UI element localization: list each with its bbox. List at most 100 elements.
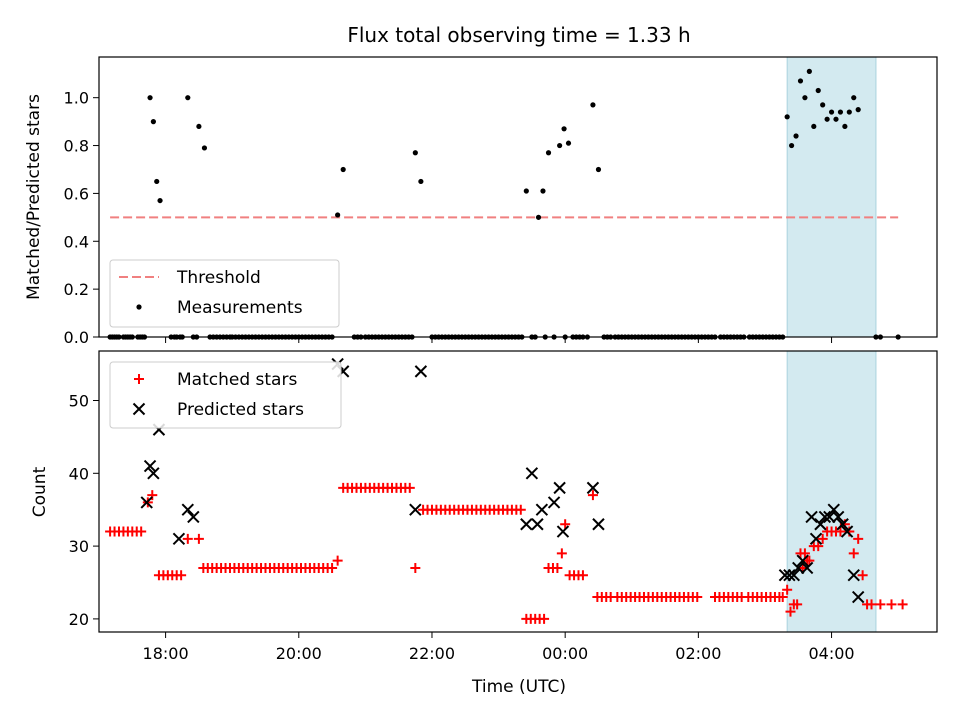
predicted-star-point	[814, 518, 827, 531]
matched-star-point	[692, 592, 703, 603]
matched-star-point	[853, 533, 864, 544]
legend-swatch	[134, 374, 144, 384]
measurement-point	[154, 178, 160, 185]
legend-label: Measurements	[177, 298, 303, 318]
matched-star-point	[552, 562, 563, 573]
matched-star-point	[515, 504, 526, 515]
predicted-star-point	[778, 569, 792, 582]
predicted-star-point	[783, 569, 796, 582]
matched-star-point	[799, 548, 810, 559]
predicted-star-point	[796, 554, 809, 567]
matched-star-point	[539, 613, 550, 624]
predicted-star-point	[556, 525, 570, 538]
measurement-point	[788, 142, 795, 149]
matched-star-point	[136, 526, 147, 537]
measurement-point	[418, 178, 424, 185]
measurement-point	[797, 78, 804, 84]
measurement-point	[535, 214, 542, 220]
matched-star-point	[182, 533, 193, 544]
matched-star-point	[587, 490, 598, 501]
legend-label: Threshold	[176, 268, 261, 288]
matched-star-point	[897, 599, 908, 610]
measurement-point	[412, 150, 418, 156]
matched-star-point	[785, 606, 796, 617]
measurement-point	[846, 109, 852, 115]
y-tick-label: 40	[69, 464, 89, 483]
x-tick-label: 00:00	[542, 644, 588, 663]
predicted-star-point	[525, 467, 539, 480]
measurement-point	[340, 166, 346, 173]
matched-star-point	[193, 533, 204, 544]
legend-label: Matched stars	[177, 370, 297, 390]
y-tick-label: 50	[69, 392, 89, 411]
predicted-star-point	[787, 569, 801, 582]
legend-bottom: Matched stars Predicted stars	[109, 361, 342, 429]
predicted-star-point	[792, 561, 805, 575]
matched-star-point	[327, 562, 338, 573]
x-tick-label: 22:00	[409, 644, 455, 663]
y-tick-label: 0.0	[64, 328, 89, 347]
measurement-point	[565, 140, 572, 146]
matched-star-point	[792, 599, 803, 610]
legend-swatch	[136, 304, 142, 310]
measurement-point	[855, 107, 861, 113]
legend-box	[109, 259, 340, 328]
matched-star-point	[332, 555, 343, 566]
measurement-point	[828, 109, 835, 115]
predicted-star-point	[805, 510, 818, 524]
legend-swatch	[132, 402, 146, 416]
x-axis-label: Time (UTC)	[471, 677, 566, 697]
measurement-point	[540, 188, 546, 194]
x-tick-label: 02:00	[675, 644, 721, 663]
measurement-point	[851, 95, 857, 101]
matched-star-point	[147, 490, 158, 501]
y-tick-label: 0.6	[64, 184, 89, 203]
measurement-point	[824, 116, 830, 122]
matched-star-point	[848, 548, 859, 559]
measurement-point	[157, 197, 163, 204]
y-axis-label-bottom: Count	[30, 466, 50, 517]
measurement-point	[784, 114, 790, 120]
predicted-star-point	[143, 459, 157, 473]
measurement-point	[820, 102, 826, 108]
measurement-point	[806, 68, 812, 74]
predicted-star-point	[832, 510, 845, 524]
measurement-point	[196, 123, 202, 130]
matched-star-point	[556, 548, 567, 559]
chart-title: Flux total observing time = 1.33 h	[347, 23, 690, 47]
matched-star-point	[813, 541, 824, 552]
x-tick-label: 04:00	[809, 644, 855, 663]
y-tick-label: 30	[69, 537, 89, 556]
predicted-star-point	[800, 561, 814, 575]
predicted-star-point	[520, 518, 533, 531]
panel-ratio: 0.0 0.2 0.4 0.6 0.8 1.0 Matched/Predicted sta…	[24, 56, 938, 347]
measurement-point	[185, 95, 191, 101]
predicted-star-point	[147, 467, 160, 480]
measurement-point	[815, 87, 821, 94]
y-tick-label: 1.0	[64, 89, 89, 108]
measurement-point	[842, 123, 848, 130]
legend-label: Predicted stars	[177, 400, 304, 420]
predicted-star-point	[840, 525, 854, 538]
predicted-star-point	[181, 503, 195, 516]
predicted-star-point	[547, 496, 561, 509]
predicted-star-point	[409, 503, 422, 516]
predicted-star-point	[836, 518, 849, 531]
matched-star-point	[410, 562, 421, 573]
measurement-point	[802, 95, 808, 101]
measurement-point	[811, 123, 817, 130]
matched-star-point	[835, 526, 846, 537]
matched-star-point	[886, 599, 897, 610]
predicted-star-point	[535, 503, 549, 516]
axes-frame-bottom	[98, 350, 938, 633]
matched-star-point	[804, 555, 815, 566]
predicted-star-point	[847, 569, 860, 582]
measurement-point	[793, 133, 799, 139]
y-tick-label: 0.4	[64, 232, 89, 251]
axes-frame-top	[98, 56, 938, 338]
y-tick-label: 0.8	[64, 137, 89, 156]
measurement-point	[590, 102, 596, 108]
predicted-star-point	[531, 518, 544, 531]
